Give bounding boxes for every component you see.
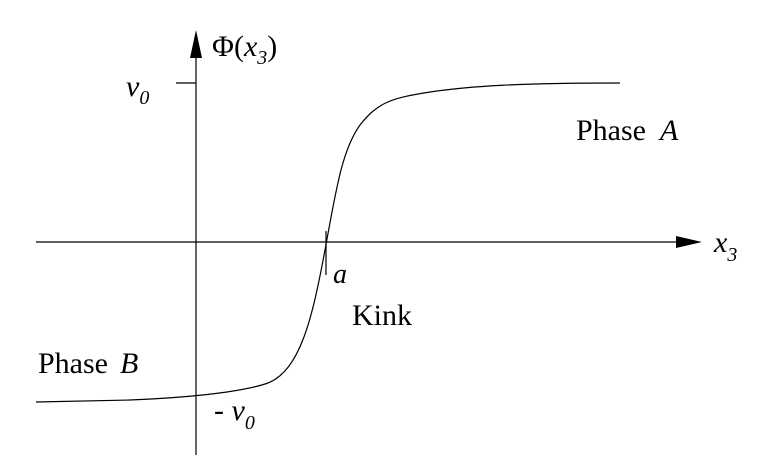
phi-symbol: Φ [212, 30, 234, 63]
y-axis-label-subscript: 3 [256, 47, 267, 69]
x-axis-arrowhead [676, 236, 702, 248]
phase-a-label: Phase A [576, 114, 679, 147]
phase-a-letter: A [658, 114, 679, 147]
upper-level-label: v0 [126, 70, 149, 109]
phase-b-letter: B [120, 347, 138, 380]
x-axis-label: x3 [713, 226, 737, 266]
lower-level-label: - v0 [214, 394, 255, 434]
y-axis-arrowhead [190, 30, 202, 58]
y-axis-label: Φ(x3) [212, 30, 277, 69]
upper-level-subscript: 0 [139, 87, 149, 109]
kink-curve [35, 82, 621, 403]
upper-level-variable: v [126, 70, 140, 103]
lower-level-sign: - [214, 394, 232, 427]
kink-label: Kink [352, 299, 412, 332]
lower-level-variable: v [232, 394, 246, 427]
phase-a-word: Phase [576, 114, 646, 147]
x-axis-label-variable: x [713, 226, 728, 259]
y-axis-label-variable: x [243, 30, 258, 63]
x-axis-label-subscript: 3 [726, 244, 737, 266]
lower-level-subscript: 0 [245, 412, 255, 434]
phase-b-word: Phase [38, 347, 108, 380]
y-axis-label-open-paren: ( [234, 30, 244, 63]
y-axis-label-close-paren: ) [267, 30, 277, 63]
phase-b-label: Phase B [38, 347, 138, 380]
kink-point-label: a [333, 259, 347, 290]
